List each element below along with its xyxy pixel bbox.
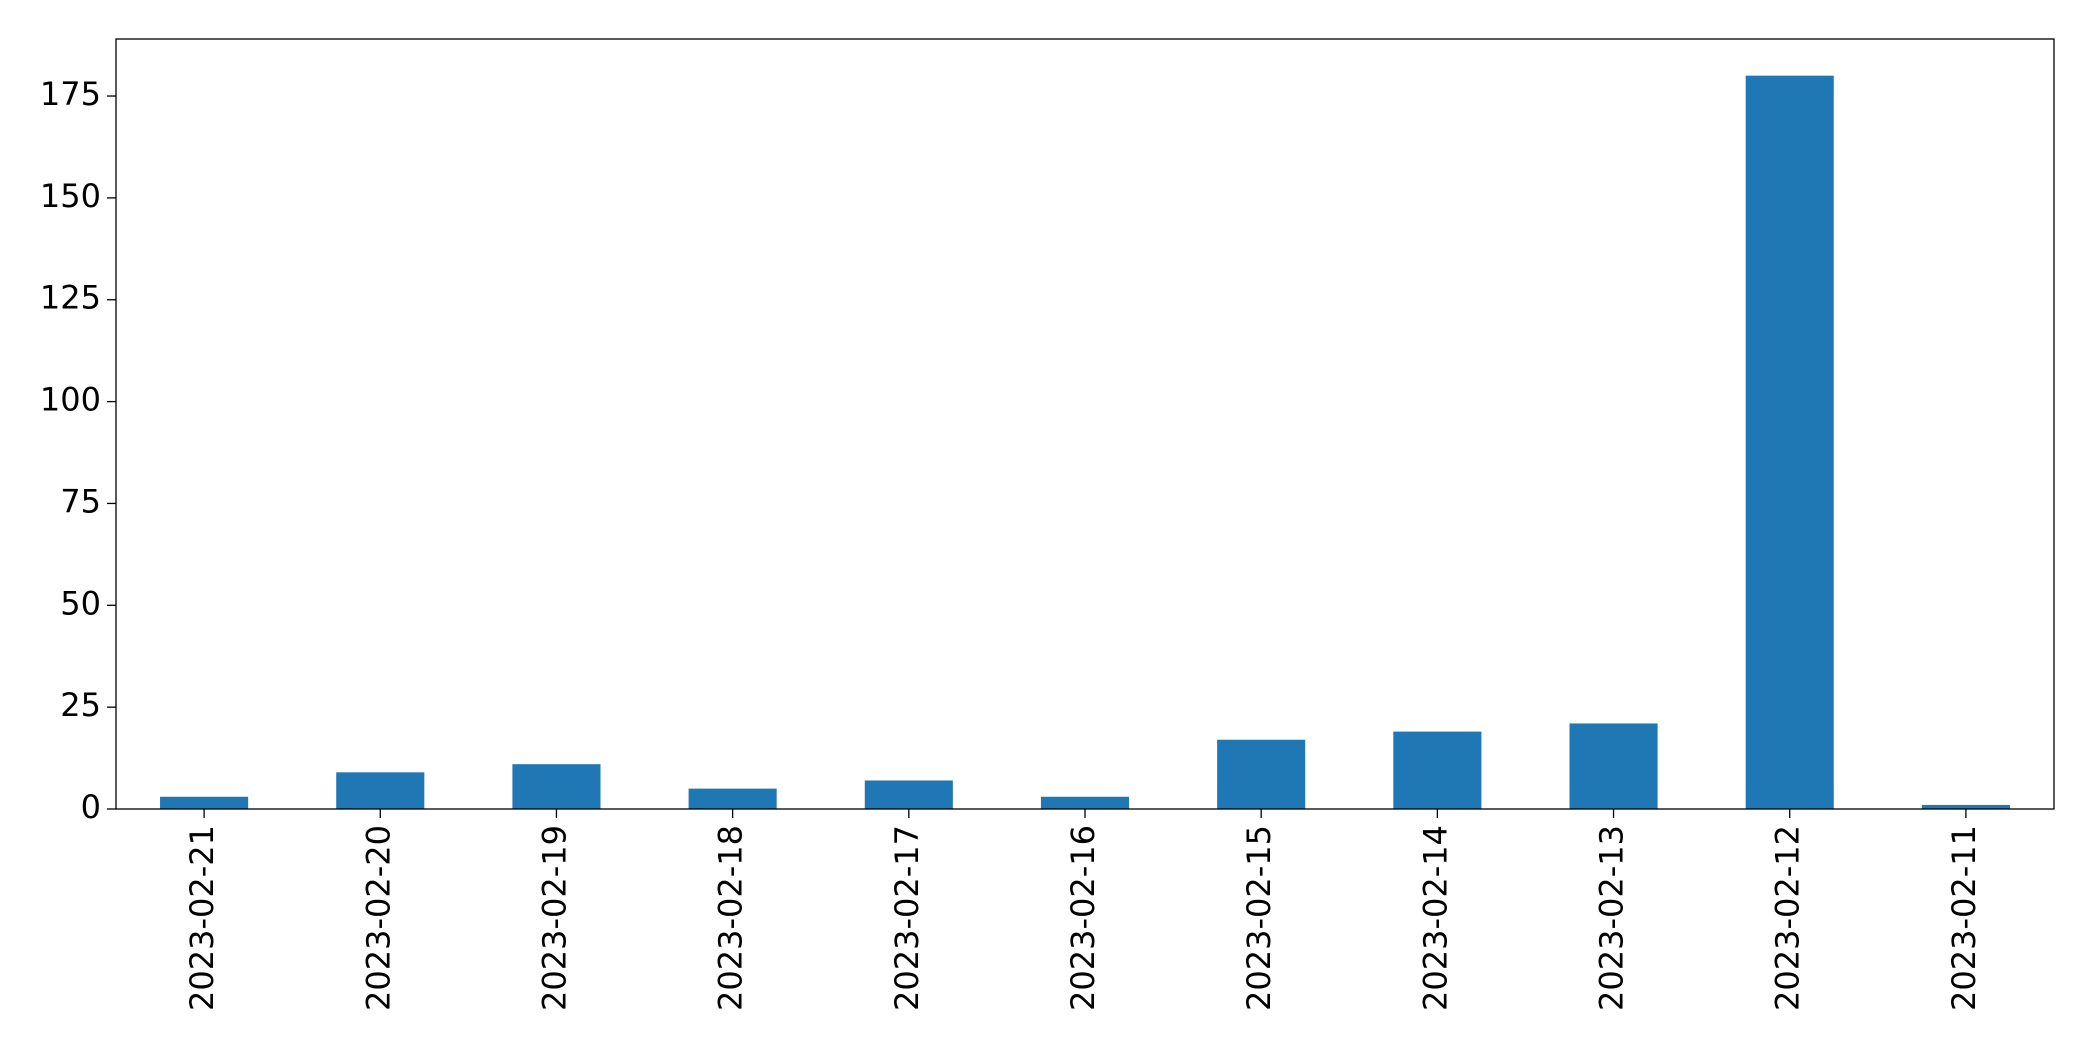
x-tick-label: 2023-02-12 [1769, 825, 1807, 1011]
x-tick-label: 2023-02-11 [1945, 825, 1983, 1011]
y-tick-label: 25 [60, 686, 101, 724]
y-tick-label: 125 [40, 279, 101, 317]
bar [1745, 75, 1834, 809]
y-tick-label: 100 [40, 381, 101, 419]
bar [160, 796, 249, 809]
x-tick-label: 2023-02-20 [359, 825, 397, 1011]
x-tick-label: 2023-02-15 [1240, 825, 1278, 1011]
y-tick-label: 75 [60, 482, 101, 520]
x-tick-label: 2023-02-18 [712, 825, 750, 1011]
bar [512, 764, 601, 809]
y-tick-label: 0 [81, 788, 101, 826]
x-tick-label: 2023-02-21 [183, 825, 221, 1011]
x-tick-label: 2023-02-16 [1064, 825, 1102, 1011]
y-tick-label: 50 [60, 584, 101, 622]
bar [864, 780, 953, 809]
bar [1921, 804, 2010, 809]
bar [336, 772, 425, 809]
bar [1569, 723, 1658, 809]
bar [1217, 739, 1306, 809]
bar [688, 788, 777, 809]
x-tick-label: 2023-02-17 [888, 825, 926, 1011]
bar [1040, 796, 1130, 809]
y-tick-label: 150 [40, 177, 101, 215]
x-tick-label: 2023-02-13 [1593, 825, 1631, 1011]
x-tick-label: 2023-02-19 [535, 825, 573, 1011]
plot-frame [115, 38, 2055, 810]
y-tick-label: 175 [40, 75, 101, 113]
x-tick-label: 2023-02-14 [1416, 825, 1454, 1011]
bar [1393, 731, 1482, 809]
